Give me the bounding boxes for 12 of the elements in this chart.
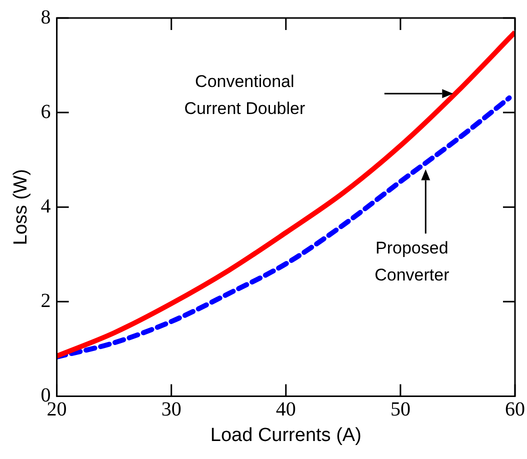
x-axis-title: Load Currents (A) bbox=[210, 424, 362, 446]
x-tick-label: 40 bbox=[276, 398, 296, 420]
x-tick-label: 60 bbox=[505, 398, 525, 420]
y-tick-label: 4 bbox=[40, 195, 51, 218]
y-tick-label: 8 bbox=[40, 6, 51, 28]
annotation: Proposed Converter bbox=[374, 238, 450, 284]
annotation: Conventional Current Doubler bbox=[184, 72, 306, 118]
y-tick-label: 2 bbox=[40, 290, 51, 312]
y-tick-label: 6 bbox=[40, 100, 51, 123]
x-tick-label: 50 bbox=[390, 398, 410, 420]
y-axis-title: Loss (W) bbox=[10, 169, 32, 246]
x-tick-label: 30 bbox=[161, 398, 182, 420]
